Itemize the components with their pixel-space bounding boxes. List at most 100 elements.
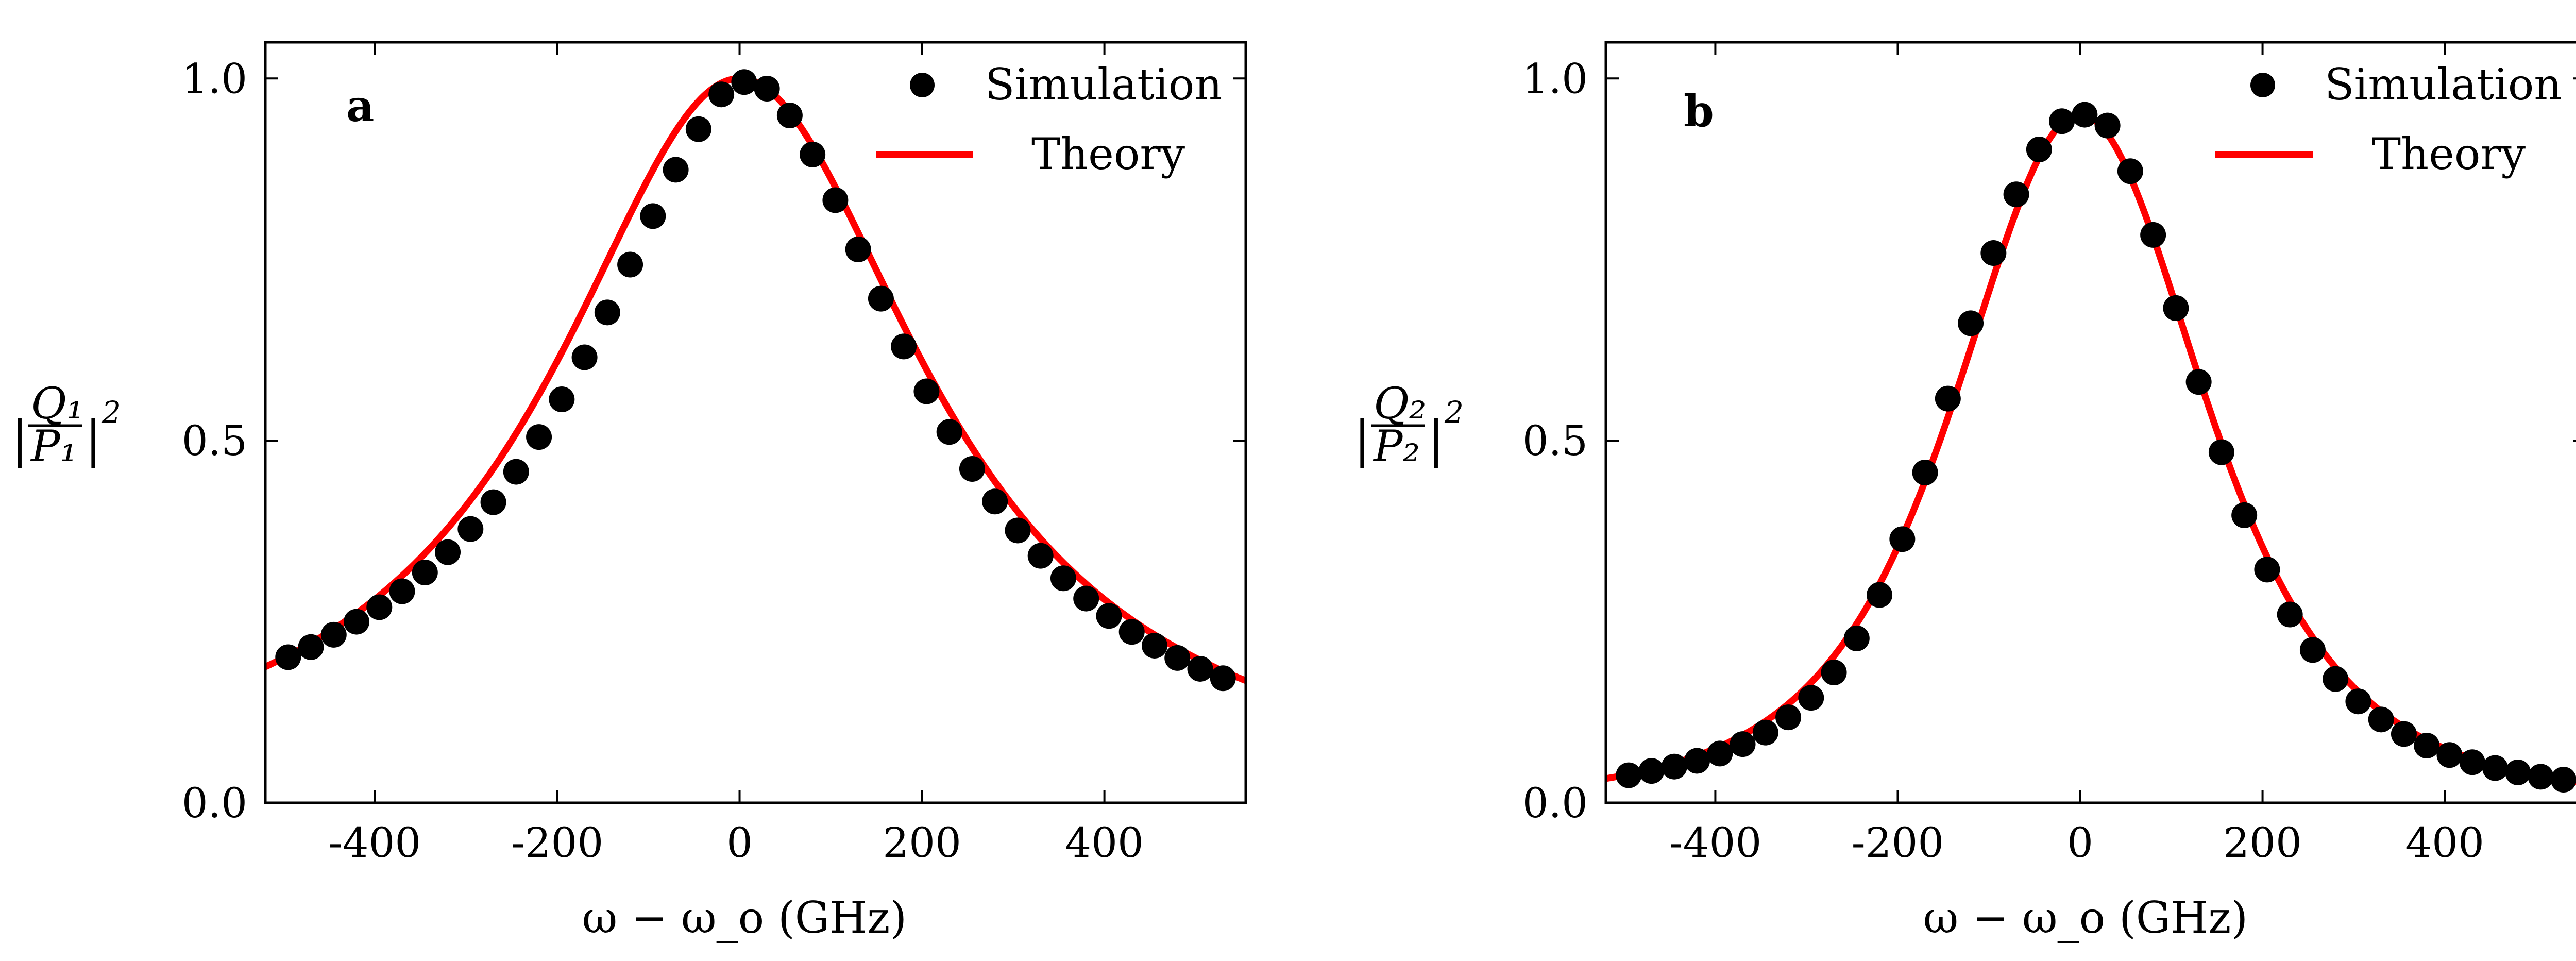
x-tick-label: 200: [2223, 819, 2302, 867]
simulation-point: [2391, 721, 2417, 747]
simulation-point: [2436, 742, 2463, 768]
simulation-point: [298, 634, 324, 660]
legend: Simulation Theory: [2215, 59, 2562, 179]
panel-label: b: [1684, 86, 1714, 137]
simulation-point: [1867, 582, 1893, 608]
simulation-point: [1638, 758, 1665, 784]
chart-panel-a: | Q₁ P₁ | 2 -400 -200 0 200 400 0.0 0.5 1.0 ω −…: [11, 41, 1247, 943]
simulation-point: [1912, 459, 1938, 485]
plot-frame: [1604, 41, 2576, 804]
y-tick-label: 0.5: [1522, 417, 1588, 465]
simulation-point: [1798, 685, 1824, 711]
simulation-point: [1616, 762, 1642, 788]
simulation-point: [2026, 137, 2052, 163]
simulation-point: [1730, 731, 1756, 757]
legend: Simulation Theory: [876, 59, 1222, 179]
simulation-point: [1096, 603, 1122, 629]
simulation-point: [366, 594, 393, 620]
simulation-point: [822, 187, 849, 213]
legend-marker-simulation: [910, 73, 935, 97]
y-label-power: 2: [101, 395, 121, 430]
x-tick-label: -400: [1669, 819, 1762, 867]
simulation-point: [2049, 108, 2075, 134]
panel-label: a: [346, 80, 374, 131]
simulation-point: [435, 539, 461, 565]
simulation-point: [1843, 625, 1870, 651]
simulation-point: [2185, 369, 2212, 395]
simulation-point: [2072, 102, 2098, 128]
x-tick-label: 0: [726, 819, 753, 867]
simulation-point: [1935, 385, 1961, 412]
simulation-point: [2505, 759, 2531, 785]
simulation-point: [754, 75, 780, 102]
x-tick-label: -200: [1852, 819, 1944, 867]
simulation-point: [2094, 112, 2121, 139]
simulation-point: [2323, 666, 2349, 692]
simulation-point: [594, 299, 620, 326]
simulation-point: [913, 378, 940, 404]
y-tick-label: 1.0: [182, 55, 247, 103]
x-tick-label: 400: [2405, 819, 2484, 867]
y-label-numerator: Q₂: [1374, 378, 1427, 429]
simulation-point: [936, 419, 962, 445]
y-label-numerator: Q₁: [31, 378, 84, 429]
simulation-point: [617, 251, 643, 278]
x-tick-label: 400: [1065, 819, 1144, 867]
simulation-point: [845, 237, 871, 263]
simulation-point: [503, 459, 529, 485]
simulation-point: [2368, 706, 2394, 733]
simulation-point: [2482, 755, 2508, 781]
y-tick-label: 0.5: [182, 417, 247, 465]
simulation-point: [1980, 240, 2007, 266]
simulation-point: [320, 621, 347, 648]
y-tick-label: 0.0: [1522, 779, 1588, 827]
simulation-point: [1073, 585, 1099, 612]
simulation-point: [2550, 767, 2576, 793]
x-tick-label: 0: [2067, 819, 2093, 867]
simulation-point: [2459, 749, 2485, 775]
theory-curve: [1606, 111, 2576, 785]
legend-label-simulation: Simulation: [985, 59, 1222, 110]
y-label-power: 2: [1444, 395, 1464, 430]
simulation-point: [1050, 565, 1076, 592]
y-axis-label: | Q₁ P₁ | 2: [11, 378, 121, 471]
simulation-point: [1661, 753, 1687, 780]
legend-label-theory: Theory: [2372, 129, 2526, 179]
simulation-point: [731, 69, 757, 95]
plot-area: [1606, 102, 2576, 793]
simulation-point: [2254, 557, 2280, 583]
y-tick-label: 1.0: [1522, 55, 1588, 103]
legend-label-theory: Theory: [1031, 129, 1185, 179]
simulation-point: [708, 81, 735, 108]
simulation-point: [1141, 632, 1167, 659]
simulation-point: [2140, 222, 2166, 248]
simulation-point: [526, 424, 552, 450]
simulation-point: [959, 456, 985, 482]
svg-text:|: |: [11, 410, 28, 468]
x-axis-label: ω − ω_o (GHz): [1923, 892, 2248, 943]
simulation-point: [2163, 295, 2189, 321]
simulation-point: [1889, 526, 1916, 552]
simulation-point: [1958, 310, 1984, 336]
simulation-point: [457, 516, 484, 542]
simulation-point: [1118, 619, 1145, 645]
simulation-point: [480, 489, 506, 515]
simulation-point: [800, 141, 826, 167]
plot-frame: [264, 41, 1247, 804]
simulation-point: [2299, 637, 2326, 663]
simulation-point: [2528, 764, 2554, 790]
plot-area: [265, 69, 1246, 692]
y-axis-label: | Q₂ P₂ | 2: [1354, 378, 1464, 471]
simulation-point: [640, 203, 666, 229]
chart-panel-b: | Q₂ P₂ | 2 -400 -200 0 200 400 0.0 0.5 1.0 ω −…: [1354, 41, 2576, 943]
simulation-point: [275, 644, 301, 670]
simulation-point: [663, 157, 689, 183]
simulation-point: [2414, 732, 2440, 758]
simulation-point: [1684, 748, 1710, 774]
x-tick-label: -400: [329, 819, 421, 867]
axis-ticks: -400 -200 0 200 400 0.0 0.5 1.0: [1522, 42, 2576, 867]
simulation-point: [1752, 719, 1778, 746]
y-tick-label: 0.0: [182, 779, 247, 827]
simulation-point: [2231, 502, 2258, 528]
